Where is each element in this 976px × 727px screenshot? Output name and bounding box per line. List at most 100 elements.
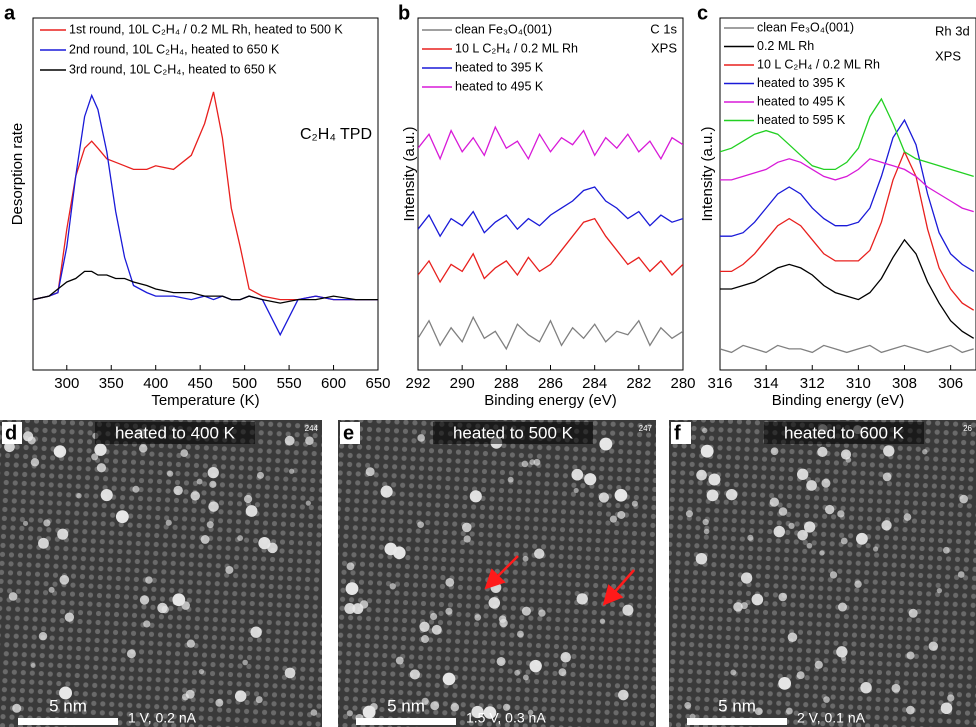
series-line: [418, 217, 683, 284]
stm-spot: [161, 605, 169, 614]
stm-spot: [631, 500, 638, 507]
stm-spot: [64, 612, 75, 622]
stm-spot: [814, 660, 823, 669]
stm-spot: [788, 522, 795, 529]
series-line: [418, 186, 683, 238]
stm-spot: [365, 467, 375, 477]
stm-spot: [538, 609, 546, 617]
series-line: [720, 97, 974, 178]
stm-spot: [421, 635, 429, 643]
stm-spot: [747, 534, 754, 541]
stm-spot: [959, 494, 968, 504]
stm-background: [338, 420, 656, 727]
stm-spot: [703, 528, 710, 535]
stm-spot: [936, 588, 943, 594]
stm-spot: [132, 485, 140, 493]
stm-spot: [529, 659, 542, 673]
annotation: XPS: [651, 40, 677, 55]
legend-label: heated to 395 K: [757, 76, 846, 90]
stm-spot: [840, 537, 848, 545]
stm-spot: [837, 602, 848, 612]
stm-spot: [126, 649, 136, 659]
scale-label: 5 nm: [387, 696, 425, 715]
stm-spot: [502, 703, 511, 711]
scan-params: 1 V, 0.2 nA: [128, 710, 197, 726]
stm-spot: [598, 492, 610, 503]
stm-spot: [380, 485, 393, 498]
stm-spot: [751, 593, 764, 606]
stm-spot: [76, 492, 82, 499]
stm-spot: [891, 683, 901, 693]
stm-spot: [689, 713, 696, 720]
stm-spot: [700, 444, 714, 458]
legend-label: clean Fe₃O₄(001): [455, 22, 552, 36]
series-line: [720, 158, 974, 213]
stm-spot: [571, 468, 584, 481]
x-tick-label: 500: [232, 375, 257, 392]
series-line: [33, 270, 378, 304]
stm-spot: [514, 669, 521, 676]
stm-image: [338, 420, 656, 727]
stm-spot: [258, 537, 271, 550]
stm-spot: [754, 707, 763, 716]
stm-spot: [173, 485, 183, 496]
stm-spot: [521, 606, 531, 616]
stm-spot: [922, 449, 928, 455]
stm-spot: [96, 463, 107, 473]
x-tick-label: 282: [626, 375, 651, 392]
stm-spot: [488, 597, 501, 609]
stm-spot: [389, 583, 396, 590]
stm-image: [0, 420, 322, 727]
legend-label: clean Fe₃O₄(001): [757, 20, 854, 34]
series-line: [33, 91, 378, 301]
stm-spot: [430, 701, 440, 711]
stm-spot: [242, 659, 248, 666]
stm-spot: [483, 706, 497, 719]
x-tick-label: 290: [450, 375, 475, 392]
stm-spot: [345, 582, 359, 595]
x-tick-label: 306: [938, 375, 963, 392]
stm-spot: [310, 709, 318, 716]
x-tick-label: 300: [54, 375, 79, 392]
legend-label: 1st round, 10L C₂H₄ / 0.2 ML Rh, heated …: [69, 22, 343, 36]
stm-spot: [94, 443, 107, 456]
stm-spot: [445, 607, 453, 615]
stm-spot: [59, 686, 73, 700]
stm-spot: [359, 600, 369, 609]
x-tick-label: 288: [494, 375, 519, 392]
panel-label: e: [343, 422, 354, 444]
stm-spot: [928, 641, 939, 651]
stm-spot: [469, 490, 482, 503]
scale-bar: [687, 718, 787, 725]
title-box: [433, 422, 593, 444]
stm-spot: [908, 608, 918, 618]
x-tick-label: 600: [321, 375, 346, 392]
stm-spot: [237, 535, 244, 541]
stm-spot: [740, 572, 753, 584]
stm-spot: [618, 689, 629, 701]
plot-frame: [719, 17, 976, 371]
scale-label: 5 nm: [718, 696, 756, 715]
stm-spot: [59, 575, 70, 585]
stm-spot: [207, 467, 219, 479]
stm-spot: [527, 709, 534, 716]
stm-spot: [516, 630, 524, 638]
annotation: C 1s: [650, 21, 677, 36]
stm-spot: [770, 447, 779, 456]
panel-label: d: [5, 422, 17, 444]
series-line: [33, 93, 378, 337]
stm-spot: [22, 520, 29, 526]
stm-spot: [198, 668, 205, 675]
stm-spot: [576, 593, 588, 605]
stm-spot: [534, 548, 545, 559]
x-tick-label: 400: [143, 375, 168, 392]
series-line: [418, 315, 683, 351]
x-tick-label: 280: [670, 375, 695, 392]
stm-spot: [38, 632, 48, 641]
stm-spot: [684, 701, 692, 709]
stm-spot: [778, 677, 792, 690]
stm-spot: [384, 542, 397, 556]
plot-frame: [32, 17, 379, 371]
stm-spot: [180, 449, 189, 457]
